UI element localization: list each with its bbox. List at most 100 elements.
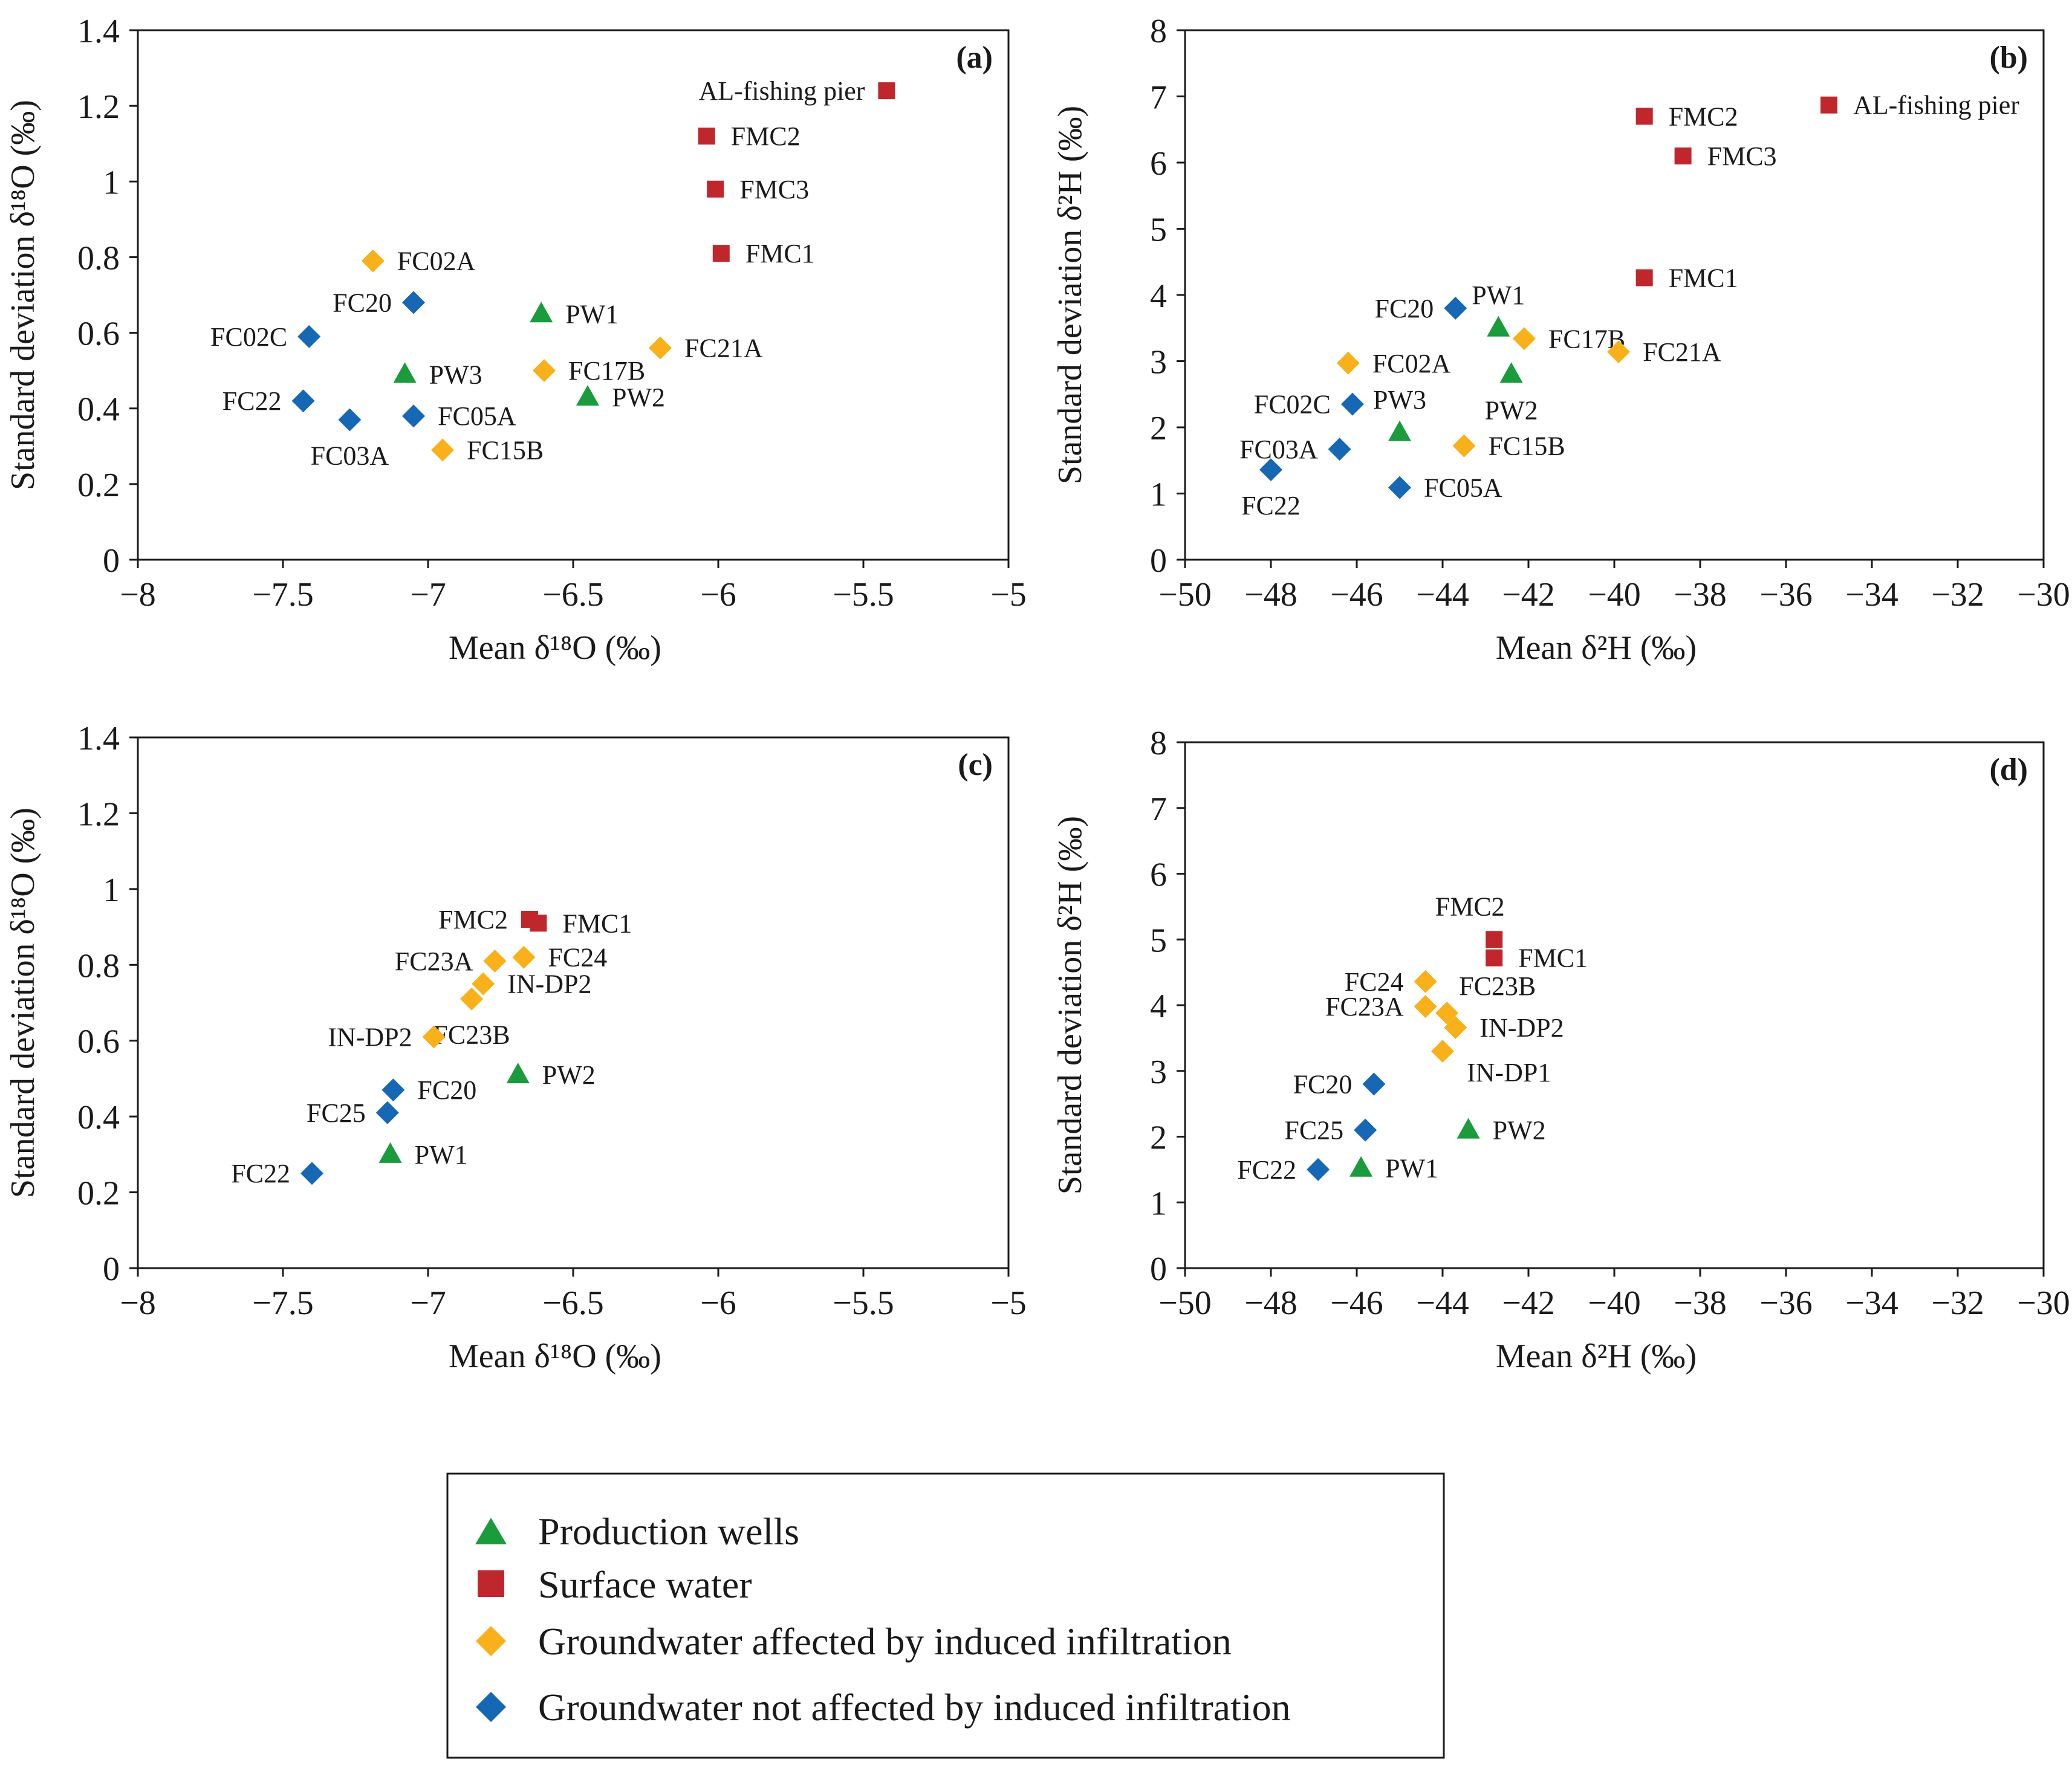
legend-diamond-icon	[476, 1692, 506, 1722]
point-label: FC24	[1345, 967, 1404, 997]
x-tick-label: −44	[1416, 576, 1469, 614]
point-triangle	[506, 1063, 530, 1084]
legend: Production wells Surface water Groundwat…	[446, 1472, 1445, 1759]
panel-letter: (b)	[1989, 40, 2028, 75]
point-diamond	[512, 945, 536, 969]
x-axis-title: Mean δ¹⁸O (‰)	[449, 1338, 661, 1375]
point-diamond	[382, 1078, 405, 1102]
point-diamond	[1307, 1158, 1330, 1181]
point-label: PW2	[1485, 395, 1538, 425]
point-square	[698, 128, 715, 145]
x-tick-label: −34	[1845, 576, 1898, 614]
legend-item-groundwater-affected: Groundwater affected by induced infiltra…	[476, 1620, 1232, 1663]
point-diamond	[1336, 351, 1360, 375]
x-tick-label: −7	[410, 576, 446, 614]
point-label: FMC1	[1669, 264, 1738, 293]
x-tick-label: −30	[2017, 576, 2070, 614]
y-tick-label: 1.2	[77, 88, 120, 126]
point-label: FC02A	[397, 247, 476, 276]
point-label: FC20	[1293, 1070, 1353, 1099]
legend-triangle-icon	[475, 1518, 507, 1544]
x-tick-label: −44	[1416, 1284, 1469, 1322]
point-label: FMC2	[1669, 102, 1738, 131]
point-label: IN-DP2	[507, 970, 591, 999]
legend-label: Groundwater affected by induced infiltra…	[538, 1620, 1232, 1663]
x-tick-label: −7.5	[252, 576, 314, 614]
point-label: FC23B	[433, 1020, 510, 1050]
plot-frame	[137, 29, 1010, 561]
point-diamond	[1512, 327, 1536, 351]
point-square	[878, 82, 895, 100]
y-tick-label: 4	[1150, 277, 1167, 315]
point-label: FC21A	[684, 334, 763, 363]
legend-box	[446, 1472, 1445, 1759]
y-tick-label: 5	[1150, 922, 1167, 959]
point-diamond	[1259, 458, 1282, 482]
point-triangle	[1349, 1156, 1373, 1177]
y-tick-label: 0.2	[77, 467, 120, 504]
point-label: PW3	[429, 360, 482, 389]
point-label: FMC2	[731, 121, 801, 151]
x-tick-label: −32	[1931, 1284, 1984, 1322]
chart-panel-d: −50 −48 −46 −44 −42 −40 −38 −36 −34 −32 −30 0 1 2 3 4 5 6…	[1051, 725, 2070, 1375]
panel-letter: (d)	[1989, 753, 2028, 787]
y-tick-label: 1.4	[77, 720, 120, 757]
x-tick-label: −40	[1588, 1284, 1641, 1322]
point-diamond	[1362, 1072, 1386, 1096]
x-tick-label: −42	[1502, 576, 1555, 614]
point-diamond	[422, 1025, 446, 1049]
y-tick-label: 0	[103, 1251, 120, 1288]
point-triangle	[378, 1142, 402, 1163]
point-diamond	[1452, 434, 1476, 458]
x-tick-label: −5.5	[833, 576, 894, 614]
point-label: PW3	[1373, 385, 1426, 415]
point-diamond	[533, 359, 556, 383]
point-diamond	[361, 249, 385, 273]
point-label: FC22	[1241, 491, 1301, 520]
x-tick-label: −7.5	[252, 1284, 314, 1322]
point-diamond	[1414, 995, 1437, 1018]
point-diamond	[297, 325, 321, 348]
point-label: PW1	[415, 1140, 468, 1170]
y-tick-label: 1.2	[77, 795, 120, 833]
point-label: FC05A	[438, 401, 516, 431]
legend-square-icon	[478, 1570, 504, 1597]
charts-layer: −8 −7.5 −7 −6.5 −6 −5.5 −500.20.40.60.811.21.4…	[4, 13, 2070, 1375]
x-tick-label: −32	[1931, 576, 1984, 614]
y-tick-label: 0.8	[77, 239, 120, 277]
point-diamond	[649, 336, 672, 360]
point-triangle	[530, 302, 553, 323]
y-tick-label: 5	[1150, 212, 1167, 249]
point-label: PW2	[542, 1060, 596, 1090]
x-tick-label: −6	[700, 1284, 736, 1322]
point-label: FMC3	[739, 175, 809, 204]
y-tick-label: 1	[103, 872, 120, 909]
point-label: FC02A	[1372, 349, 1451, 378]
point-label: FC17B	[568, 356, 645, 386]
point-triangle	[576, 384, 599, 406]
panel-letter: (a)	[956, 40, 993, 75]
x-tick-label: −5	[990, 1284, 1027, 1322]
x-tick-label: −6.5	[542, 1284, 604, 1322]
legend-diamond-icon	[476, 1626, 506, 1656]
point-label: PW1	[565, 299, 619, 329]
x-tick-label: −8	[120, 1284, 156, 1322]
point-label: FC24	[548, 943, 607, 973]
chart-panel-c: −8 −7.5 −7 −6.5 −6 −5.5 −5 0 0.2 0.4 0.6 0.8 1 1.2 1.4…	[4, 720, 1027, 1375]
point-label: FC20	[417, 1075, 476, 1105]
point-diamond	[460, 987, 483, 1011]
y-tick-label: 6	[1150, 856, 1167, 894]
point-diamond	[1431, 1040, 1454, 1063]
point-square	[1820, 96, 1837, 114]
point-label: FC20	[1374, 294, 1434, 323]
point-label: FC23A	[395, 947, 473, 976]
x-tick-label: −48	[1244, 576, 1297, 614]
point-diamond	[338, 408, 362, 432]
y-axis-title: Standard deviation δ¹⁸O (‰)	[4, 808, 42, 1198]
point-label: FMC1	[745, 239, 815, 268]
point-triangle	[1457, 1118, 1480, 1139]
point-diamond	[375, 1101, 399, 1124]
x-tick-label: −5.5	[833, 1284, 894, 1322]
x-tick-label: −36	[1759, 1284, 1813, 1322]
legend-label: Surface water	[538, 1563, 752, 1606]
